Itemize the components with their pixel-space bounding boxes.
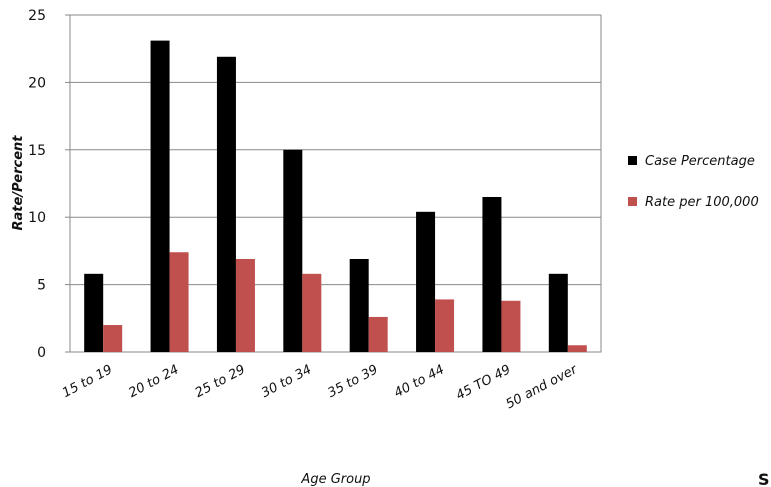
legend-label: Case Percentage xyxy=(645,154,755,169)
y-tick-label: 20 xyxy=(28,75,46,91)
bar-rate-per-100000 xyxy=(368,316,388,352)
x-tick-label: 25 to 29 xyxy=(193,362,248,401)
x-tick-label: 30 to 34 xyxy=(259,362,314,401)
bar-case-percentage xyxy=(283,149,303,352)
bar-case-percentage xyxy=(548,273,568,352)
x-tick-label: 50 and over xyxy=(504,362,582,413)
bars xyxy=(84,40,587,353)
legend-label: Rate per 100,000 xyxy=(645,195,759,210)
legend-swatch xyxy=(628,197,637,206)
bar-case-percentage xyxy=(482,196,502,352)
y-tick-label: 10 xyxy=(28,210,46,226)
x-tick-label: 15 to 19 xyxy=(60,362,115,401)
bar-rate-per-100000 xyxy=(103,325,123,352)
y-axis-title: Rate/Percent xyxy=(11,135,26,231)
y-tick-label: 15 xyxy=(28,143,46,159)
bar-rate-per-100000 xyxy=(435,299,455,352)
gridlines xyxy=(70,81,601,286)
x-tick-label: 40 to 44 xyxy=(392,362,447,401)
bar-case-percentage xyxy=(84,273,104,352)
bar-case-percentage xyxy=(349,258,369,352)
y-axis-ticks: 0 5 10 15 20 25 xyxy=(28,8,70,361)
x-tick-label: 20 to 24 xyxy=(126,362,181,401)
corner-letter: S xyxy=(758,470,770,487)
bar-case-percentage xyxy=(150,40,170,352)
bar-rate-per-100000 xyxy=(567,345,587,352)
x-tick-label: 35 to 39 xyxy=(325,362,380,401)
bar-rate-per-100000 xyxy=(501,300,521,352)
bar-case-percentage xyxy=(216,56,236,353)
y-tick-label: 5 xyxy=(37,278,46,294)
bar-case-percentage xyxy=(416,211,436,352)
x-axis-title: Age Group xyxy=(300,472,370,487)
bar-rate-per-100000 xyxy=(302,273,322,352)
bar-rate-per-100000 xyxy=(169,252,189,352)
x-axis-ticks: 15 to 19 20 to 24 25 to 29 30 to 34 35 to 39… xyxy=(60,362,581,413)
x-tick-label: 45 TO 49 xyxy=(454,362,514,403)
bar-rate-per-100000 xyxy=(235,258,255,352)
y-tick-label: 0 xyxy=(37,345,46,361)
legend: Case Percentage Rate per 100,000 xyxy=(628,154,759,210)
legend-swatch xyxy=(628,156,637,165)
plot-area xyxy=(69,14,602,353)
y-tick-label: 25 xyxy=(28,8,46,24)
